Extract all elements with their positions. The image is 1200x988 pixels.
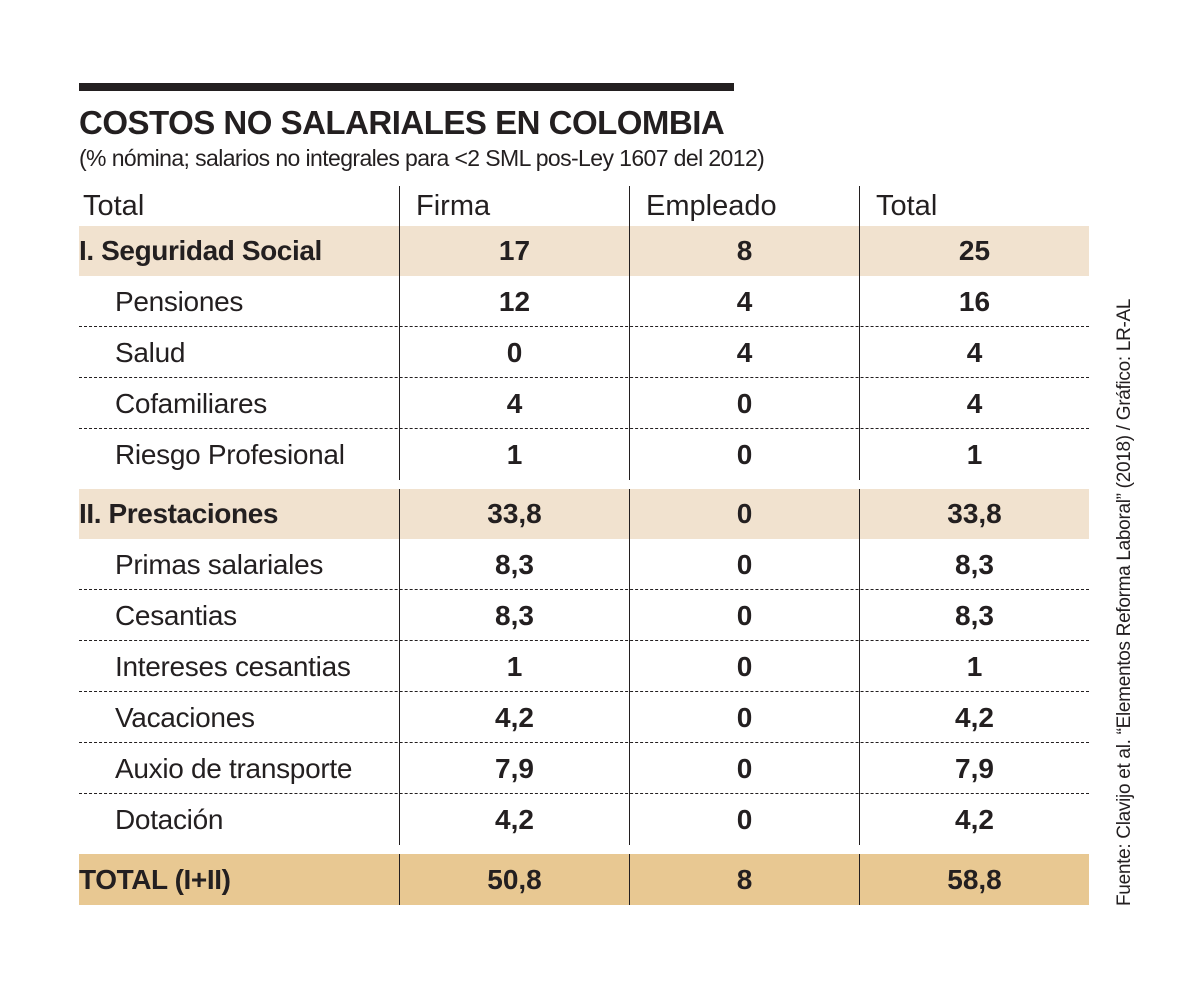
row-label: Intereses cesantias bbox=[115, 650, 351, 682]
value-cell: 0 bbox=[629, 489, 859, 539]
table-row: Cesantias 8,3 0 8,3 bbox=[79, 590, 1089, 641]
chart-title: COSTOS NO SALARIALES EN COLOMBIA bbox=[79, 104, 725, 141]
value-cell: 4 bbox=[859, 378, 1089, 429]
dashed-divider bbox=[79, 793, 1089, 794]
value-cell: 0 bbox=[629, 692, 859, 743]
dashed-divider bbox=[79, 377, 1089, 378]
value-cell: 4 bbox=[399, 378, 629, 429]
value-cell: 8 bbox=[629, 226, 859, 276]
value-cell: 0 bbox=[629, 378, 859, 429]
value-cell: 8,3 bbox=[859, 590, 1089, 641]
table-row: Intereses cesantias 1 0 1 bbox=[79, 641, 1089, 692]
value-cell: 4,2 bbox=[859, 794, 1089, 845]
dashed-divider bbox=[79, 742, 1089, 743]
row-label: Pensiones bbox=[115, 285, 244, 317]
value-cell: 0 bbox=[629, 743, 859, 794]
value-cell: 0 bbox=[399, 327, 629, 378]
value-cell: 0 bbox=[629, 539, 859, 590]
value-cell: 0 bbox=[629, 429, 859, 480]
value-cell: 25 bbox=[859, 226, 1089, 276]
value-cell: 0 bbox=[629, 794, 859, 845]
column-header: Empleado bbox=[629, 186, 859, 226]
value-cell: 1 bbox=[399, 429, 629, 480]
section-gap bbox=[79, 845, 1089, 854]
value-cell: 12 bbox=[399, 276, 629, 327]
table-row: Cofamiliares 4 0 4 bbox=[79, 378, 1089, 429]
column-header: Total bbox=[83, 189, 145, 222]
section-gap bbox=[79, 480, 1089, 489]
value-cell: 8,3 bbox=[399, 539, 629, 590]
value-cell: 8,3 bbox=[399, 590, 629, 641]
value-cell: 0 bbox=[629, 641, 859, 692]
title-rule bbox=[79, 83, 734, 91]
value-cell: 1 bbox=[399, 641, 629, 692]
value-cell: 7,9 bbox=[859, 743, 1089, 794]
table-row: Auxio de transporte 7,9 0 7,9 bbox=[79, 743, 1089, 794]
value-cell: 33,8 bbox=[399, 489, 629, 539]
value-cell: 1 bbox=[859, 641, 1089, 692]
total-label: TOTAL (I+II) bbox=[79, 863, 231, 895]
section-row: I. Seguridad Social 17 8 25 bbox=[79, 226, 1089, 276]
table-row: Dotación 4,2 0 4,2 bbox=[79, 794, 1089, 845]
value-cell: 0 bbox=[629, 590, 859, 641]
header-row: Total Firma Empleado Total bbox=[79, 186, 1089, 226]
value-cell: 8,3 bbox=[859, 539, 1089, 590]
cost-table: Total Firma Empleado Total I. Seguridad … bbox=[79, 186, 1089, 905]
section-label: II. Prestaciones bbox=[79, 498, 279, 529]
table-row: Vacaciones 4,2 0 4,2 bbox=[79, 692, 1089, 743]
dashed-divider bbox=[79, 640, 1089, 641]
column-header: Firma bbox=[399, 186, 629, 226]
dashed-divider bbox=[79, 589, 1089, 590]
value-cell: 7,9 bbox=[399, 743, 629, 794]
value-cell: 4 bbox=[629, 276, 859, 327]
value-cell: 50,8 bbox=[399, 854, 629, 905]
total-row: TOTAL (I+II) 50,8 8 58,8 bbox=[79, 854, 1089, 905]
value-cell: 4,2 bbox=[399, 794, 629, 845]
row-label: Salud bbox=[115, 336, 186, 368]
value-cell: 4 bbox=[859, 327, 1089, 378]
row-label: Vacaciones bbox=[115, 701, 255, 733]
value-cell: 4 bbox=[629, 327, 859, 378]
value-cell: 8 bbox=[629, 854, 859, 905]
row-label: Riesgo Profesional bbox=[115, 438, 345, 470]
dashed-divider bbox=[79, 326, 1089, 327]
dashed-divider bbox=[79, 428, 1089, 429]
value-cell: 33,8 bbox=[859, 489, 1089, 539]
column-header: Total bbox=[859, 186, 1089, 226]
row-label: Cesantias bbox=[115, 599, 237, 631]
row-label: Primas salariales bbox=[115, 548, 324, 580]
table-row: Riesgo Profesional 1 0 1 bbox=[79, 429, 1089, 480]
value-cell: 4,2 bbox=[859, 692, 1089, 743]
section-label: I. Seguridad Social bbox=[79, 235, 322, 266]
value-cell: 4,2 bbox=[399, 692, 629, 743]
table-row: Primas salariales 8,3 0 8,3 bbox=[79, 539, 1089, 590]
value-cell: 58,8 bbox=[859, 854, 1089, 905]
table-row: Salud 0 4 4 bbox=[79, 327, 1089, 378]
row-label: Auxio de transporte bbox=[115, 752, 353, 784]
value-cell: 17 bbox=[399, 226, 629, 276]
table-row: Pensiones 12 4 16 bbox=[79, 276, 1089, 327]
value-cell: 1 bbox=[859, 429, 1089, 480]
source-credit: Fuente: Clavijo et al. “Elementos Reform… bbox=[1114, 298, 1135, 906]
chart-subtitle: (% nómina; salarios no integrales para <… bbox=[79, 145, 765, 171]
row-label: Dotación bbox=[115, 803, 224, 835]
value-cell: 16 bbox=[859, 276, 1089, 327]
dashed-divider bbox=[79, 691, 1089, 692]
section-row: II. Prestaciones 33,8 0 33,8 bbox=[79, 489, 1089, 539]
row-label: Cofamiliares bbox=[115, 387, 267, 419]
